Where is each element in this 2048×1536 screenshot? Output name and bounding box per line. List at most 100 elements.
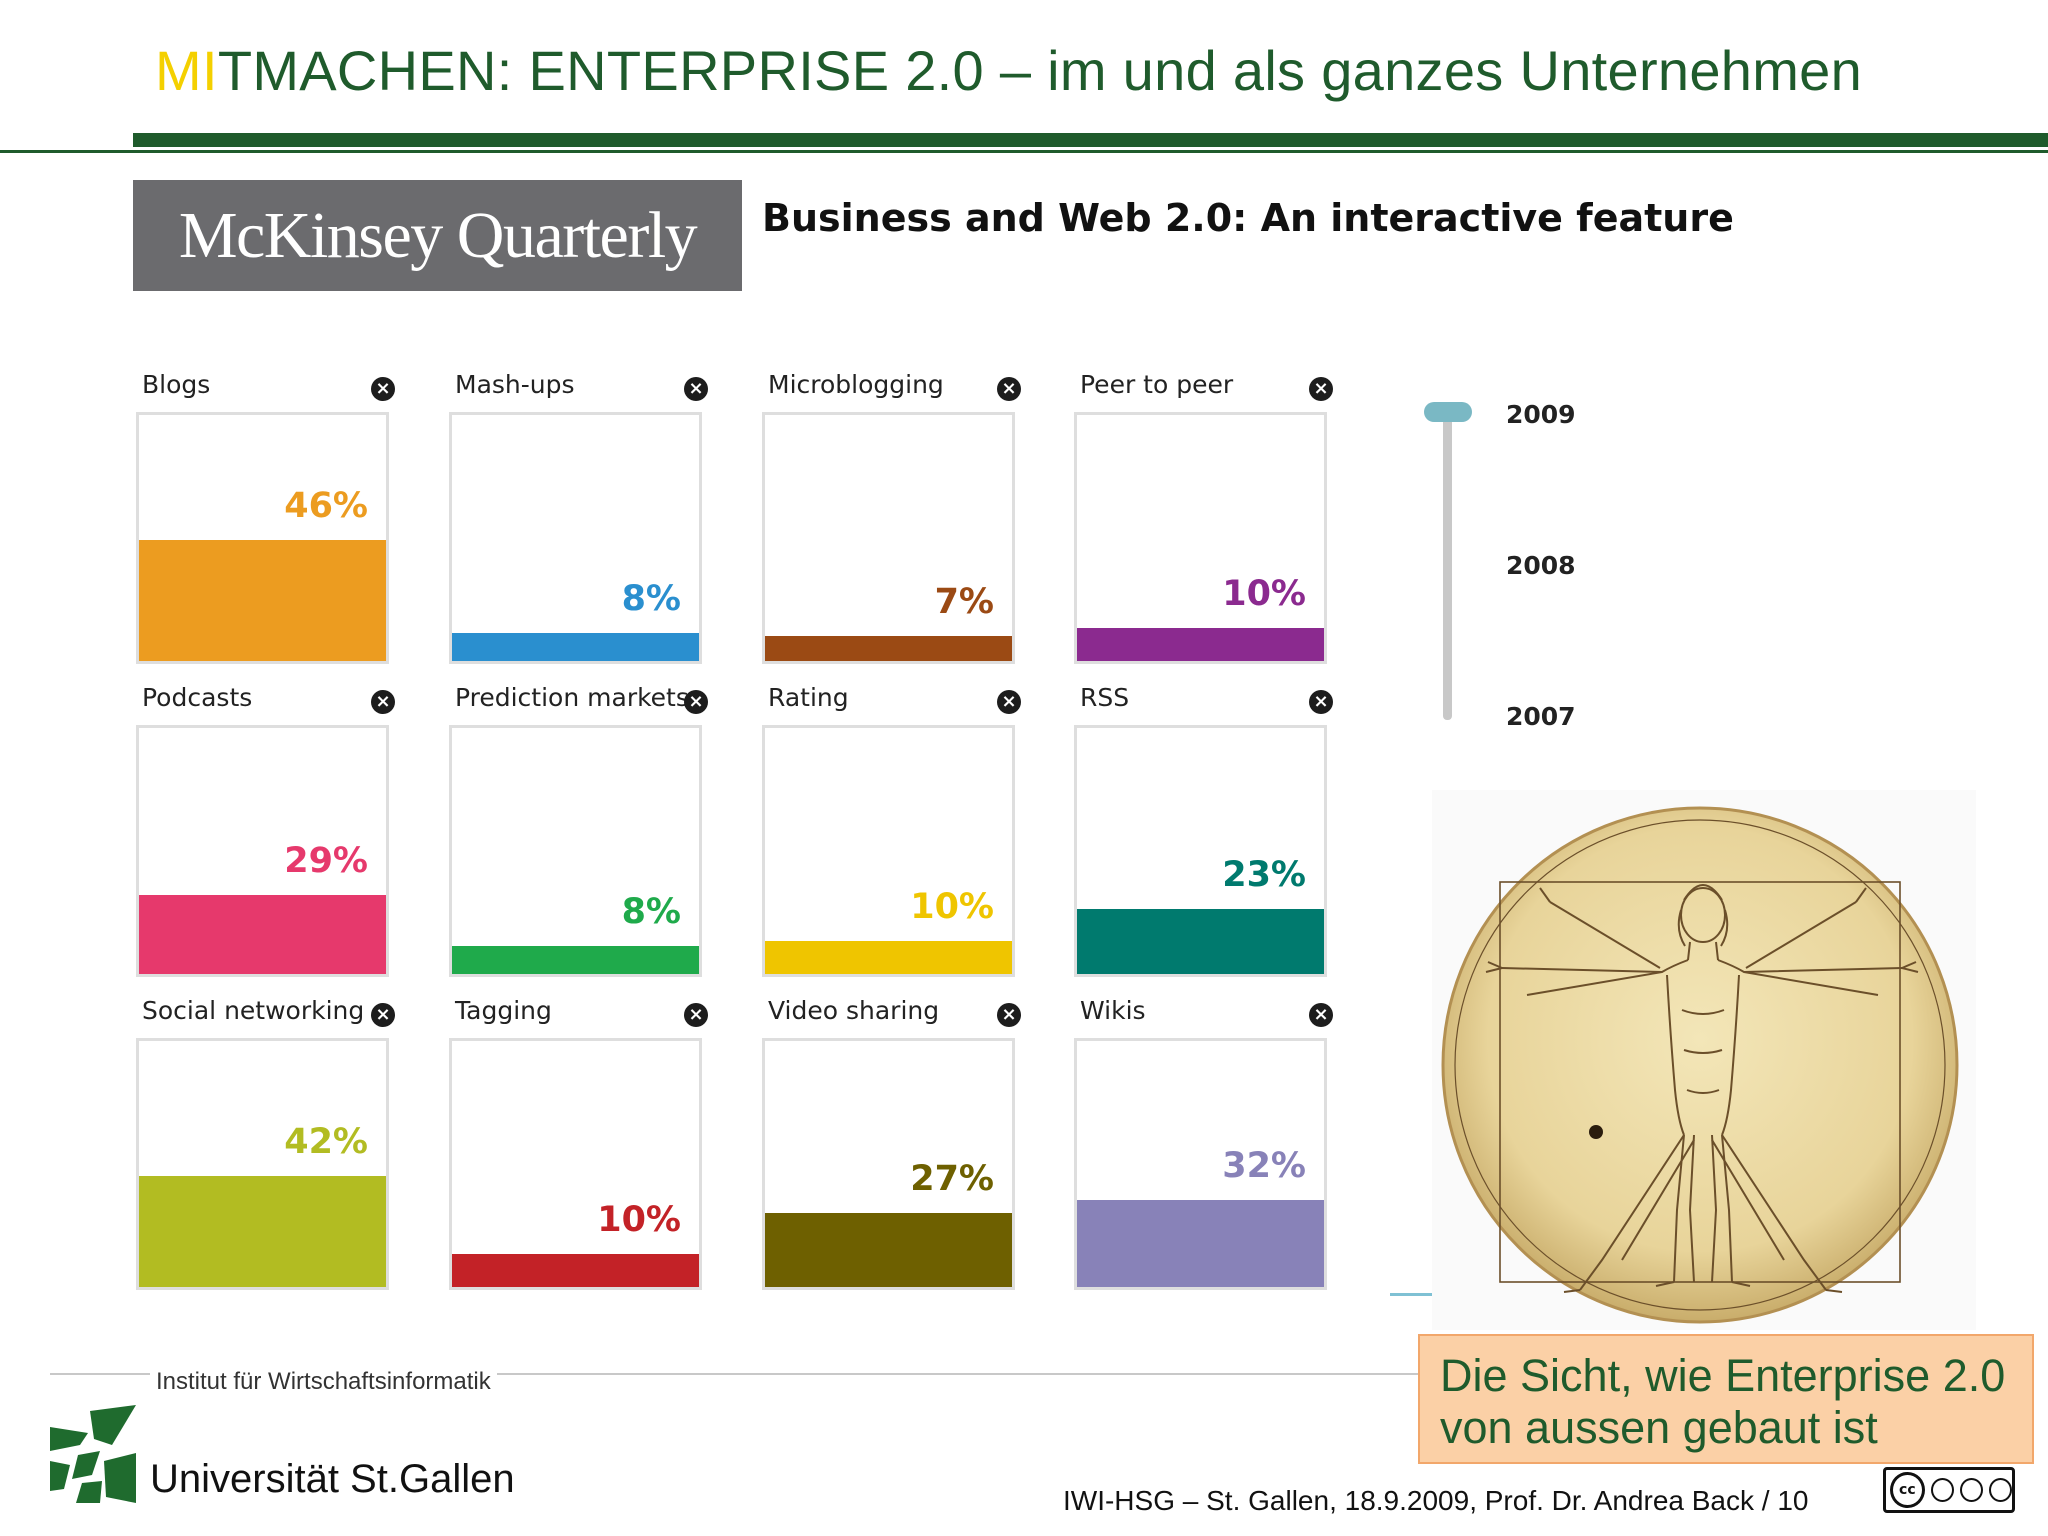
category-label: Tagging [455, 996, 552, 1025]
bar [1077, 909, 1324, 974]
category-label: Peer to peer [1080, 370, 1234, 399]
cc-icon: cc [1890, 1472, 1925, 1508]
title-accent: MI [155, 39, 218, 102]
bar-frame: 8% [449, 725, 702, 977]
bar-frame: 7% [762, 412, 1015, 664]
remove-category-close-icon[interactable]: × [997, 690, 1021, 714]
chart-tile: Social networking × 42% [134, 996, 395, 1296]
university-logo-icon [50, 1405, 136, 1503]
mckinsey-logo-text: McKinsey Quarterly [178, 198, 698, 272]
creative-commons-badge: cc [1883, 1467, 2015, 1513]
chart-tile: Rating × 10% [760, 683, 1021, 983]
year-slider[interactable]: 2009 2008 2007 [1420, 400, 1620, 731]
chart-tile: Video sharing × 27% [760, 996, 1021, 1296]
data-label: 10% [1222, 574, 1306, 614]
chart-tile: Wikis × 32% [1072, 996, 1333, 1296]
category-label: Video sharing [768, 996, 940, 1025]
chart-tile: Blogs × 46% [134, 370, 395, 670]
slider-track[interactable] [1443, 412, 1452, 720]
category-label: Mash-ups [455, 370, 575, 399]
data-label: 10% [910, 887, 994, 927]
bar-frame: 27% [762, 1038, 1015, 1290]
remove-category-close-icon[interactable]: × [997, 1003, 1021, 1027]
bar-frame: 8% [449, 412, 702, 664]
category-label: Prediction markets [455, 683, 689, 712]
remove-category-close-icon[interactable]: × [684, 377, 708, 401]
year-label-2009[interactable]: 2009 [1506, 400, 1576, 429]
data-label: 7% [934, 582, 994, 622]
bar-frame: 10% [762, 725, 1015, 977]
remove-category-close-icon[interactable]: × [1309, 690, 1333, 714]
bar-frame: 46% [136, 412, 389, 664]
header-rule-thick [133, 133, 2048, 147]
callout-line-2: von aussen gebaut ist [1440, 1402, 1878, 1453]
bar-frame: 10% [449, 1038, 702, 1290]
footer-rule [50, 1373, 1418, 1375]
bar-frame: 42% [136, 1038, 389, 1290]
category-label: Social networking [142, 996, 365, 1025]
bar [452, 946, 699, 974]
nc-icon [1959, 1478, 1983, 1502]
feature-title: Business and Web 2.0: An interactive fea… [762, 196, 1734, 240]
bar [765, 636, 1012, 661]
category-label: Rating [768, 683, 849, 712]
bar-frame: 32% [1074, 1038, 1327, 1290]
slider-handle[interactable] [1424, 402, 1472, 422]
institute-name: Institut für Wirtschaftsinformatik [150, 1368, 497, 1396]
data-label: 23% [1222, 855, 1306, 895]
by-icon [1930, 1478, 1954, 1502]
title-text: TMACHEN: ENTERPRISE 2.0 – im und als gan… [217, 39, 1863, 102]
category-label: RSS [1080, 683, 1130, 712]
bar [1077, 628, 1324, 661]
data-label: 8% [621, 579, 681, 619]
vitruvian-man-drawing [1441, 806, 1959, 1324]
callout-box: Die Sicht, wie Enterprise 2.0 von aussen… [1418, 1334, 2034, 1464]
mckinsey-logo: McKinsey Quarterly [133, 180, 742, 291]
data-label: 46% [284, 486, 368, 526]
bar [765, 941, 1012, 974]
year-label-2008[interactable]: 2008 [1506, 551, 1576, 580]
callout-line-1: Die Sicht, wie Enterprise 2.0 [1440, 1350, 2006, 1401]
remove-category-close-icon[interactable]: × [371, 1003, 395, 1027]
year-label-2007[interactable]: 2007 [1506, 702, 1576, 731]
data-label: 8% [621, 892, 681, 932]
bar-frame: 10% [1074, 412, 1327, 664]
bar-frame: 23% [1074, 725, 1327, 977]
category-label: Blogs [142, 370, 211, 399]
chart-tile: Peer to peer × 10% [1072, 370, 1333, 670]
remove-category-close-icon[interactable]: × [1309, 377, 1333, 401]
data-label: 29% [284, 841, 368, 881]
vitruvian-man-image [1432, 790, 1976, 1330]
chart-tile: Tagging × 10% [447, 996, 708, 1296]
remove-category-close-icon[interactable]: × [684, 690, 708, 714]
bar [139, 1176, 386, 1287]
remove-category-close-icon[interactable]: × [1309, 1003, 1333, 1027]
chart-tile: Mash-ups × 8% [447, 370, 708, 670]
chart-tile: Podcasts × 29% [134, 683, 395, 983]
footer-citation: IWI-HSG – St. Gallen, 18.9.2009, Prof. D… [1063, 1485, 1809, 1516]
remove-category-close-icon[interactable]: × [997, 377, 1021, 401]
sa-icon [1988, 1478, 2012, 1502]
data-label: 42% [284, 1122, 368, 1162]
remove-category-close-icon[interactable]: × [371, 377, 395, 401]
bar [452, 633, 699, 661]
bar-frame: 29% [136, 725, 389, 977]
bar [1077, 1200, 1324, 1287]
category-label: Wikis [1080, 996, 1146, 1025]
header-rule-thin [0, 150, 2048, 153]
university-name: Universität St.Gallen [150, 1457, 515, 1501]
remove-category-close-icon[interactable]: × [684, 1003, 708, 1027]
data-label: 27% [910, 1159, 994, 1199]
decorative-line [1390, 1293, 1432, 1296]
data-label: 32% [1222, 1146, 1306, 1186]
bar [139, 895, 386, 974]
chart-tile: RSS × 23% [1072, 683, 1333, 983]
category-label: Podcasts [142, 683, 253, 712]
bar [765, 1213, 1012, 1287]
slide-title: MITMACHEN: ENTERPRISE 2.0 – im und als g… [155, 38, 1862, 103]
chart-tile: Microblogging × 7% [760, 370, 1021, 670]
remove-category-close-icon[interactable]: × [371, 690, 395, 714]
bar [452, 1254, 699, 1287]
chart-tile: Prediction markets × 8% [447, 683, 708, 983]
category-label: Microblogging [768, 370, 944, 399]
